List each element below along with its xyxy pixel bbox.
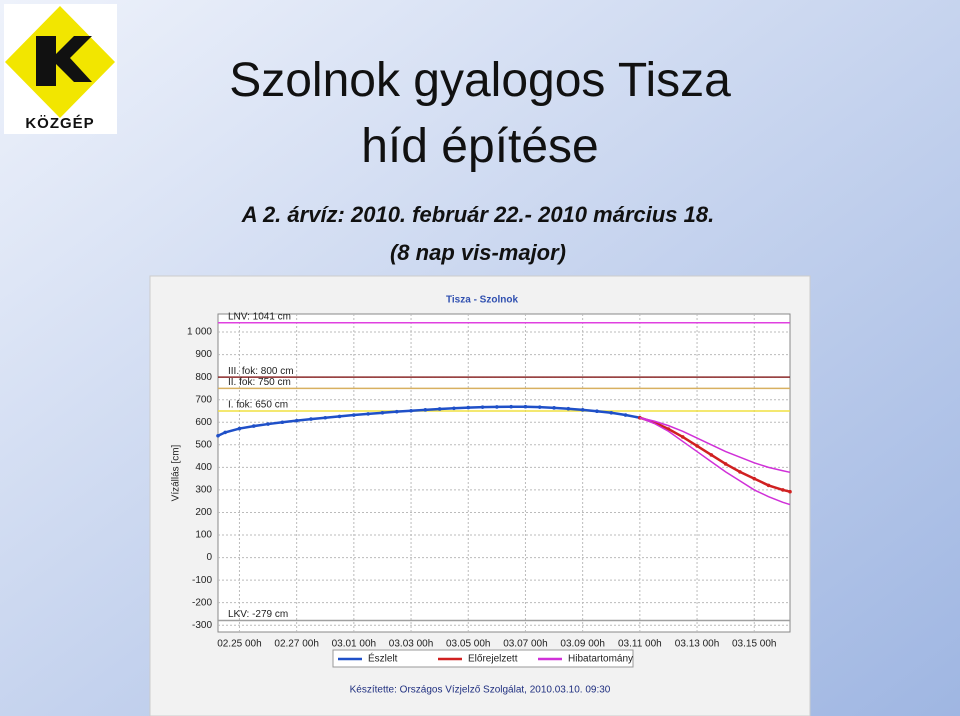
y-tick-label: 1 000 [187, 327, 212, 338]
title-line: híd építése [361, 120, 599, 173]
legend-label: Előrejelzett [468, 654, 518, 665]
data-point [495, 405, 499, 409]
data-point [766, 483, 771, 488]
data-point [623, 413, 628, 417]
title-line: Szolnok gyalogos Tisza [229, 54, 731, 107]
y-tick-label: 500 [195, 439, 212, 450]
y-tick-label: 600 [195, 417, 212, 428]
x-tick-label: 03.07 00h [503, 639, 548, 650]
data-point [680, 435, 685, 439]
data-point [738, 470, 742, 474]
data-point [537, 405, 542, 409]
data-point [366, 412, 370, 416]
data-point [323, 415, 328, 420]
x-tick-label: 02.27 00h [274, 639, 319, 650]
data-point [251, 424, 256, 428]
logo-text: KÖZGÉP [25, 115, 94, 132]
x-tick-label: 03.03 00h [389, 639, 434, 650]
y-axis-label: Vízállás [cm] [171, 444, 182, 501]
data-point [237, 426, 242, 431]
data-point [466, 405, 471, 410]
data-point [781, 488, 785, 492]
data-point [423, 408, 428, 412]
data-point [352, 413, 356, 417]
data-point [595, 409, 599, 414]
x-tick-label: 03.01 00h [332, 639, 377, 650]
y-tick-label: 400 [195, 462, 212, 473]
data-point [566, 406, 571, 411]
legend-label: Észlelt [368, 652, 398, 665]
data-point [752, 476, 757, 481]
data-point [437, 407, 442, 411]
reference-label: LKV: -279 cm [228, 609, 288, 620]
data-point [337, 414, 342, 419]
chart-title: Tisza - Szolnok [446, 295, 518, 306]
data-point [523, 404, 528, 409]
y-tick-label: -100 [192, 575, 212, 586]
data-point [309, 417, 313, 421]
data-point [452, 406, 456, 411]
y-tick-label: 0 [206, 552, 212, 563]
data-point [723, 462, 728, 466]
data-point [666, 427, 671, 431]
reference-label: II. fok: 750 cm [228, 377, 291, 388]
data-point [409, 408, 413, 413]
data-point [266, 422, 270, 426]
x-tick-label: 03.15 00h [732, 639, 777, 650]
subtitle-line: A 2. árvíz: 2010. február 22.- 2010 márc… [241, 202, 714, 227]
x-tick-label: 03.11 00h [618, 639, 662, 650]
series-line [639, 416, 791, 493]
series-line [639, 417, 791, 506]
data-point [509, 404, 513, 409]
data-point [695, 444, 699, 448]
data-point [609, 410, 614, 415]
x-tick-label: 03.09 00h [560, 639, 605, 650]
data-point [580, 408, 585, 412]
y-tick-label: -300 [192, 620, 212, 631]
legend-label: Hibatartomány [568, 654, 633, 665]
y-tick-label: 800 [195, 372, 212, 383]
reference-label: I. fok: 650 cm [228, 400, 288, 411]
y-tick-label: 300 [195, 485, 212, 496]
data-point [709, 453, 714, 457]
y-tick-label: -200 [192, 597, 212, 608]
y-tick-label: 700 [195, 394, 212, 405]
data-point [394, 409, 399, 414]
legend-box [332, 649, 634, 668]
reference-label: III. fok: 800 cm [228, 366, 294, 377]
y-tick-label: 100 [195, 530, 212, 541]
logo: KÖZGÉP [4, 4, 117, 134]
data-point [788, 489, 792, 494]
footer: Készítette: Országos Vízjelző Szolgálat,… [350, 685, 611, 696]
data-point [280, 420, 285, 425]
series-line [639, 417, 791, 474]
reference-label: LNV: 1041 cm [228, 311, 291, 322]
data-point [216, 433, 220, 438]
chart: Tisza - Szolnok Vízállás [cm] Készítette… [149, 275, 811, 716]
y-tick-label: 900 [195, 349, 212, 360]
y-tick-label: 200 [195, 507, 212, 518]
data-point [552, 406, 556, 410]
subtitle-line: (8 nap vis-major) [390, 240, 566, 265]
data-point [480, 405, 485, 409]
data-point [223, 430, 227, 435]
x-tick-label: 03.05 00h [446, 639, 491, 650]
data-point [294, 418, 299, 423]
x-tick-label: 03.13 00h [675, 639, 720, 650]
x-tick-label: 02.25 00h [217, 639, 262, 650]
plot-area [217, 313, 791, 633]
data-point [380, 410, 385, 415]
